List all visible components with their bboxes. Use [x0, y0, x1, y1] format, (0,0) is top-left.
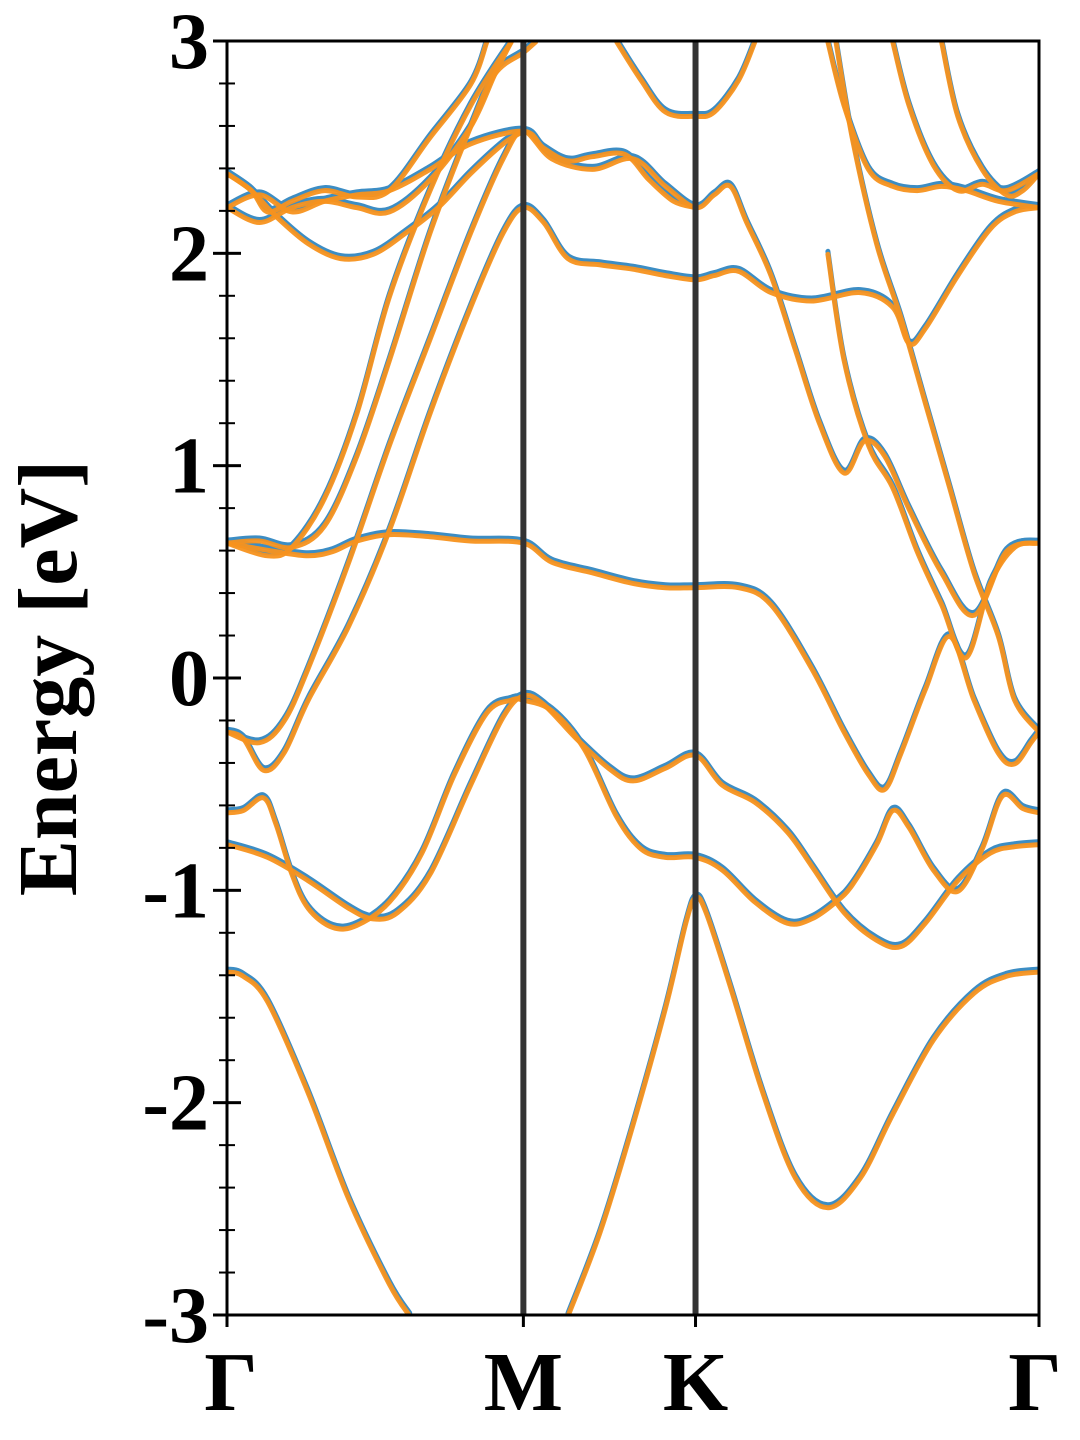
y-tick-label: -3 — [142, 1272, 209, 1360]
band-b-line — [890, 41, 1039, 194]
band-b-line — [825, 251, 1039, 661]
x-tick-label: Γ — [1008, 1336, 1061, 1429]
band-series-b — [227, 41, 1039, 1315]
y-tick-label: 1 — [169, 423, 209, 511]
band-b-line — [227, 692, 1039, 951]
high-symmetry-lines — [520, 41, 699, 1315]
y-tick-labels: -3 -2 -1 0 1 2 3 — [142, 0, 209, 1360]
band-b-line — [833, 41, 1039, 735]
y-tick-label: 2 — [169, 210, 209, 298]
band-b-line — [227, 128, 698, 215]
band-b-line — [227, 41, 514, 559]
x-tick-label: K — [663, 1336, 728, 1429]
band-b-line — [227, 41, 490, 215]
band-b-line — [227, 696, 1039, 932]
y-tick-label: -1 — [142, 847, 209, 935]
y-axis-label: Energy [eV] — [2, 460, 95, 896]
x-axis-ticks — [225, 1315, 1041, 1327]
band-b-line — [227, 969, 412, 1315]
x-tick-label: M — [484, 1336, 563, 1429]
band-b-line — [227, 128, 1039, 746]
band-b-line — [227, 128, 526, 262]
y-tick-label: -2 — [142, 1060, 209, 1148]
band-b-line — [227, 41, 514, 225]
x-tick-label: Γ — [204, 1336, 257, 1429]
band-b-line — [939, 41, 1039, 199]
y-tick-label: 0 — [169, 635, 209, 723]
plot-frame — [225, 39, 1041, 1317]
y-tick-label: 3 — [169, 0, 209, 86]
band-b-line — [565, 894, 1039, 1315]
